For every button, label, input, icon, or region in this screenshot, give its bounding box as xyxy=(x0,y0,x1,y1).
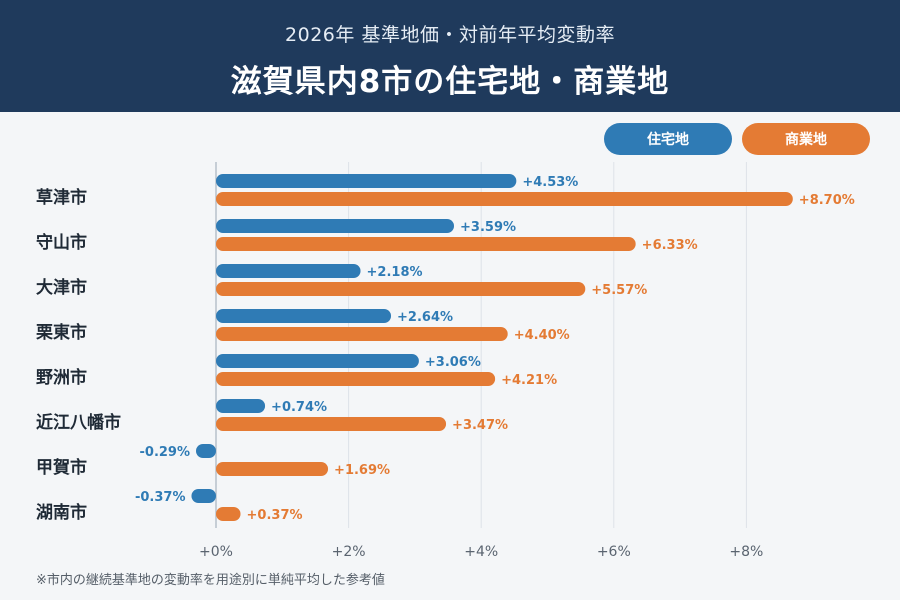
bar-residential xyxy=(196,444,216,458)
x-tick-label: +2% xyxy=(332,544,366,560)
bar-commercial xyxy=(216,372,496,386)
x-tick-label: +8% xyxy=(729,544,763,560)
chart-subtitle: 2026年 基準地価・対前年平均変動率 xyxy=(285,24,615,46)
category-label: 甲賀市 xyxy=(36,457,87,478)
footnote: ※市内の継続基準地の変動率を用途別に単純平均した参考値 xyxy=(36,573,385,588)
bar-residential xyxy=(216,309,392,323)
legend-residential: 住宅地 xyxy=(604,123,732,155)
x-tick-label: +6% xyxy=(597,544,631,560)
value-label-residential: -0.37% xyxy=(135,490,186,505)
value-label-residential: +4.53% xyxy=(522,175,578,190)
bar-residential xyxy=(216,174,517,188)
value-label-commercial: +4.21% xyxy=(501,373,557,388)
bar-residential xyxy=(216,354,419,368)
value-label-residential: -0.29% xyxy=(140,445,191,460)
value-label-residential: +3.06% xyxy=(425,355,481,370)
bar-commercial xyxy=(216,462,329,476)
value-label-commercial: +0.37% xyxy=(247,508,303,523)
value-label-commercial: +4.40% xyxy=(514,328,570,343)
value-label-commercial: +8.70% xyxy=(799,193,855,208)
bar-residential xyxy=(216,264,361,278)
category-label: 草津市 xyxy=(36,187,87,208)
bar-residential xyxy=(191,489,216,503)
category-label: 守山市 xyxy=(36,232,87,253)
bar-commercial xyxy=(216,192,793,206)
value-label-commercial: +5.57% xyxy=(591,283,647,298)
bar-commercial xyxy=(216,327,508,341)
value-label-commercial: +1.69% xyxy=(334,463,390,478)
bar-residential xyxy=(216,399,266,413)
bar-commercial xyxy=(216,237,636,251)
bar-commercial xyxy=(216,282,586,296)
category-label: 野洲市 xyxy=(36,367,87,388)
value-label-residential: +3.59% xyxy=(460,220,516,235)
bar-residential xyxy=(216,219,455,233)
category-label: 栗東市 xyxy=(36,322,87,343)
legend-commercial: 商業地 xyxy=(742,123,870,155)
category-label: 近江八幡市 xyxy=(36,412,121,433)
value-label-commercial: +6.33% xyxy=(642,238,698,253)
category-label: 大津市 xyxy=(36,277,87,298)
bar-commercial xyxy=(216,507,241,521)
value-label-residential: +2.18% xyxy=(367,265,423,280)
category-label: 湖南市 xyxy=(36,502,87,523)
x-tick-label: +0% xyxy=(199,544,233,560)
chart-header: 2026年 基準地価・対前年平均変動率 滋賀県内8市の住宅地・商業地 xyxy=(0,0,900,112)
chart-title: 滋賀県内8市の住宅地・商業地 xyxy=(230,64,670,100)
value-label-residential: +0.74% xyxy=(271,400,327,415)
bar-commercial xyxy=(216,417,447,431)
x-tick-label: +4% xyxy=(464,544,498,560)
value-label-residential: +2.64% xyxy=(397,310,453,325)
value-label-commercial: +3.47% xyxy=(452,418,508,433)
